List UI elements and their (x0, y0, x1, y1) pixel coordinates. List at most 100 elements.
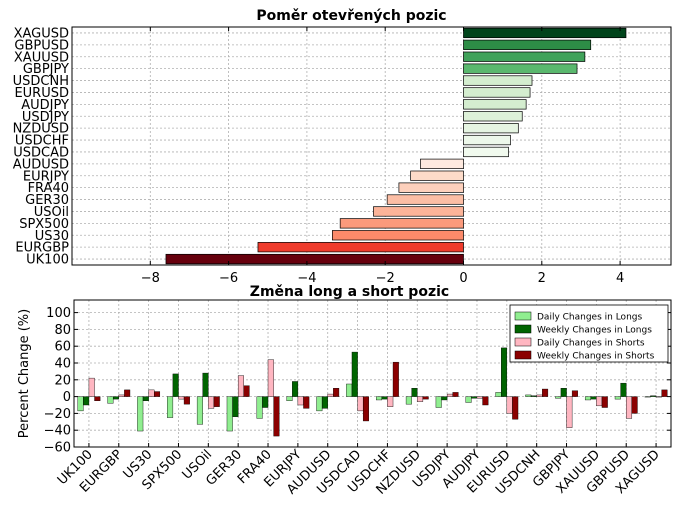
legend-label: Weekly Changes in Longs (537, 326, 652, 336)
bar-usdcnh-s3 (536, 394, 543, 397)
x-tick-label: −2 (376, 271, 395, 286)
bar-eurjpy-s1 (286, 396, 293, 402)
bar-usdcnh-s2 (530, 395, 537, 397)
bar-spx500-s3 (178, 396, 185, 400)
bar-xauusd-s1 (584, 396, 591, 401)
bar-ger30-s3 (237, 375, 244, 397)
bar-nzdusd (463, 123, 519, 134)
bar-xagusd-s2 (650, 395, 657, 397)
bar-usdchf-s2 (381, 396, 388, 400)
bar-gbpusd (463, 39, 592, 50)
y-tick-label: USDCNH (13, 74, 69, 89)
legend-label: Daily Changes in Shorts (537, 339, 645, 349)
y-tick-label: EURJPY (23, 169, 69, 184)
bar-xagusd-s3 (655, 396, 662, 398)
y-tick-label: FRA40 (28, 181, 69, 196)
bar-nzdusd-s1 (405, 396, 412, 405)
bar-nzdusd-s4 (422, 396, 429, 400)
bar-xagusd-s1 (644, 396, 651, 398)
y-tick-label: USOil (34, 205, 69, 220)
bar-usoil-s4 (213, 396, 220, 407)
x-tick-label: 2 (538, 271, 546, 286)
bar-us30-s3 (148, 389, 155, 397)
bar-eurgbp-s1 (107, 396, 114, 404)
bar-usoil (373, 206, 464, 217)
bar-eurjpy-s4 (303, 396, 310, 409)
bar-usdjpy-s3 (446, 393, 453, 397)
bar-eurusd-s4 (512, 396, 519, 420)
bar-gbpusd-s3 (626, 396, 633, 419)
legend-swatch (514, 350, 532, 360)
legend-label: Weekly Changes in Shorts (537, 352, 655, 362)
bar-xauusd-s4 (601, 396, 608, 408)
bar-audjpy-s4 (482, 396, 489, 406)
plot-frame (71, 26, 672, 266)
bar-fra40-s4 (273, 396, 280, 437)
bar-xagusd (463, 27, 627, 39)
bar-gbpusd-s2 (620, 382, 627, 397)
y-tick-label: 0 (63, 390, 71, 405)
plot-frame (73, 299, 672, 448)
bar-eurusd-s3 (506, 396, 513, 414)
bar-fra40-s2 (262, 396, 269, 408)
bar-audjpy-s3 (476, 396, 483, 399)
bar-nzdusd-s3 (417, 396, 424, 402)
y-tick-label: 60 (54, 340, 71, 355)
bar-eurusd-s2 (501, 347, 508, 397)
bar-eurusd-s1 (495, 392, 502, 397)
y-tick-label: EURUSD (14, 86, 69, 101)
bar-xauusd (463, 51, 586, 62)
bar-usdchf-s3 (387, 396, 394, 407)
y-tick-label: 40 (54, 357, 71, 372)
y-tick-label: AUDUSD (13, 157, 69, 172)
y-tick-label: 100 (46, 306, 71, 321)
x-tick-label: −6 (219, 271, 238, 286)
bar-nzdusd-s2 (411, 388, 418, 397)
bar-gbpjpy-s2 (560, 388, 567, 397)
bar-spx500-s1 (167, 396, 174, 418)
bar-gbpjpy-s1 (555, 396, 562, 399)
bar-audjpy-s2 (471, 396, 478, 399)
bar-uk100 (165, 253, 464, 265)
x-tick-label: −4 (297, 271, 316, 286)
bar-ger30-s2 (232, 396, 239, 417)
bar-usdcad-s4 (362, 396, 369, 422)
bar-eurgbp (257, 242, 464, 253)
bar-audusd-s4 (333, 388, 340, 397)
bar-audjpy (463, 99, 527, 110)
legend-box (509, 304, 669, 363)
bar-gbpjpy-s4 (571, 390, 578, 397)
legend-label: Daily Changes in Longs (537, 313, 642, 323)
bar-gbpusd-s1 (614, 396, 621, 400)
bar-gbpusd-s4 (631, 396, 638, 414)
bar-spx500-s2 (172, 373, 179, 397)
bar-usdcnh-s1 (525, 394, 532, 397)
change-chart: −60−40−20020406080100UK100EURGBPUS30SPX5… (17, 284, 672, 498)
bar-fra40 (398, 182, 464, 193)
bar-usdcad-s2 (351, 351, 358, 397)
y-tick-label: GBPJPY (23, 62, 69, 77)
bar-eurjpy (410, 170, 464, 181)
chart-title: Změna long a short pozic (250, 284, 449, 300)
ratio-chart: XAGUSDGBPUSDXAUUSDGBPJPYUSDCNHEURUSDAUDJ… (13, 8, 672, 286)
bar-usoil-s1 (196, 396, 203, 425)
y-tick-label: XAUUSD (14, 50, 69, 65)
y-tick-label: GER30 (25, 193, 69, 208)
bar-fra40-s3 (267, 359, 274, 397)
y-tick-label: GBPUSD (14, 38, 69, 53)
bar-gbpjpy-s3 (566, 396, 573, 428)
chart-title: Poměr otevřených pozic (256, 8, 446, 24)
y-tick-label: 80 (54, 323, 71, 338)
bar-usoil-s3 (208, 396, 215, 409)
bar-usdjpy (463, 111, 523, 122)
legend-swatch (514, 324, 532, 334)
x-tick-label: −8 (141, 271, 160, 286)
bar-us30-s2 (142, 396, 149, 402)
bar-eurgbp-s2 (112, 396, 119, 400)
y-tick-label: XAGUSD (14, 26, 69, 41)
bar-usdchf-s4 (392, 361, 399, 397)
bar-usoil-s2 (202, 372, 209, 397)
bar-usdcad (463, 146, 509, 158)
bar-us30 (331, 230, 464, 241)
